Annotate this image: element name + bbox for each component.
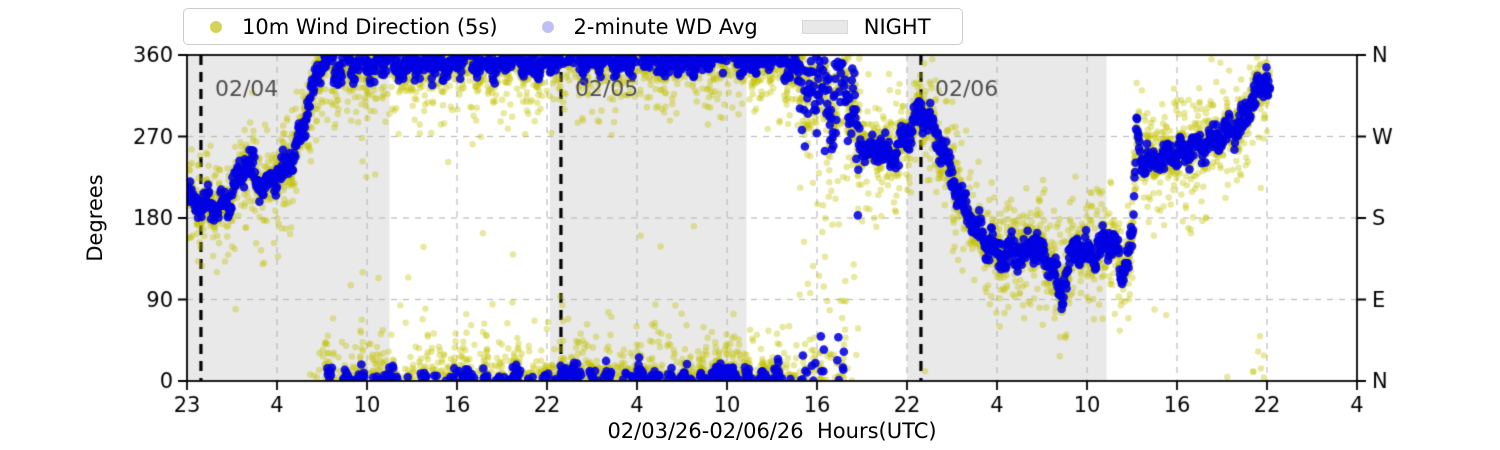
legend-item-wd-avg: 2-minute WD Avg bbox=[541, 14, 758, 39]
y-axis-title: Degrees bbox=[83, 174, 107, 262]
night-swatch-icon bbox=[801, 19, 848, 34]
legend-label-wd-avg: 2-minute WD Avg bbox=[573, 14, 758, 39]
yellow-dot-marker-icon bbox=[210, 20, 222, 33]
legend-label-night: NIGHT bbox=[863, 14, 931, 39]
blue-dot-marker-icon bbox=[541, 20, 554, 33]
legend-item-raw-wind: 10m Wind Direction (5s) bbox=[210, 15, 498, 39]
legend-label-raw-wind: 10m Wind Direction (5s) bbox=[242, 14, 498, 39]
chart-legend: 10m Wind Direction (5s) 2-minute WD Avg … bbox=[183, 8, 963, 45]
x-axis-title: 02/03/26-02/06/26 Hours(UTC) bbox=[607, 419, 937, 443]
legend-item-night: NIGHT bbox=[801, 14, 931, 39]
